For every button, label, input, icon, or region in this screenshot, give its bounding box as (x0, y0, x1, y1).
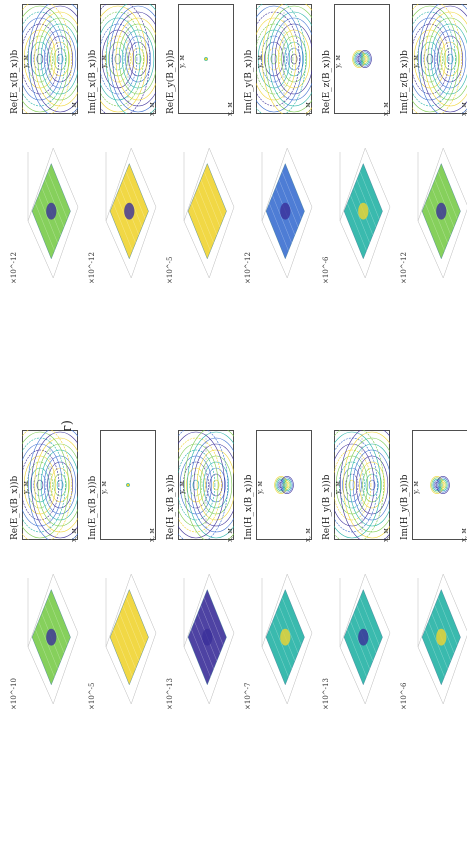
top-surface-1 (105, 147, 157, 279)
top-contour-2 (178, 4, 234, 114)
top-surface-2 (183, 147, 235, 279)
top-y-axis-label-3: y, м (256, 55, 264, 68)
top-contour-3 (256, 4, 312, 114)
top-contour-4 (334, 4, 390, 114)
contour-lines (100, 4, 156, 114)
top-y-axis-label-0: y, м (22, 55, 30, 68)
top-contour-title-5: Im(E_z(B_x))b (400, 50, 410, 114)
contour-lines (204, 57, 208, 61)
top-surface-scale-2: ×10^-5 (166, 256, 174, 284)
bottom-x-axis-label-3: x, м (304, 528, 312, 542)
bottom-x-axis-label-5: x, м (460, 528, 467, 542)
bottom-contour-1 (100, 430, 156, 540)
surface-mesh (421, 163, 461, 260)
surface-mesh (265, 589, 305, 686)
contour-lines (352, 50, 372, 68)
top-y-axis-label-2: y, м (178, 55, 186, 68)
bottom-y-axis-label-4: y, м (334, 481, 342, 494)
surface-mesh (31, 589, 71, 686)
top-x-axis-label-4: x, м (382, 102, 390, 116)
bottom-surface-scale-4: ×10^-13 (322, 678, 330, 710)
bottom-contour-4 (334, 430, 390, 540)
top-x-axis-label-3: x, м (304, 102, 312, 116)
bottom-surface-scale-1: ×10^-5 (88, 682, 96, 710)
bottom-contour-3 (256, 430, 312, 540)
bottom-contour-0 (22, 430, 78, 540)
top-surface-scale-1: ×10^-12 (88, 252, 96, 284)
surface-mesh (343, 589, 383, 686)
top-surface-scale-4: ×10^-6 (322, 256, 330, 284)
top-contour-title-2: Re(E_y(B_x))b (166, 49, 176, 114)
contour-lines (22, 430, 78, 540)
bottom-contour-5 (412, 430, 467, 540)
contour-lines (334, 430, 390, 540)
top-contour-title-4: Re(E_z(B_x))b (322, 50, 332, 114)
bottom-y-axis-label-0: y, м (22, 481, 30, 494)
bottom-contour-title-3: Im(H_x(B_x))b (244, 474, 254, 540)
contour-lines (430, 476, 450, 494)
top-x-axis-label-0: x, м (70, 102, 78, 116)
bottom-surface-4 (339, 573, 391, 705)
bottom-contour-2 (178, 430, 234, 540)
top-surface-3 (261, 147, 313, 279)
top-x-axis-label-5: x, м (460, 102, 467, 116)
top-x-axis-label-1: x, м (148, 102, 156, 116)
bottom-x-axis-label-4: x, м (382, 528, 390, 542)
top-y-axis-label-4: y, м (334, 55, 342, 68)
bottom-y-axis-label-5: y, м (412, 481, 420, 494)
bottom-contour-title-4: Re(H_y(B_x))b (322, 474, 332, 540)
contour-lines (412, 4, 467, 114)
top-contour-1 (100, 4, 156, 114)
top-surface-scale-5: ×10^-12 (400, 252, 408, 284)
surface-mesh (109, 163, 149, 260)
contour-lines (126, 483, 130, 487)
surface-mesh (187, 163, 227, 260)
bottom-surface-scale-3: ×10^-7 (244, 682, 252, 710)
bottom-surface-5 (417, 573, 467, 705)
top-contour-title-3: Im(E_y(B_x))b (244, 49, 254, 114)
bottom-x-axis-label-1: x, м (148, 528, 156, 542)
top-surface-scale-3: ×10^-12 (244, 252, 252, 284)
bottom-x-axis-label-0: x, м (70, 528, 78, 542)
bottom-surface-0 (27, 573, 79, 705)
surface-mesh (343, 163, 383, 260)
bottom-contour-title-5: Im(H_y(B_x))b (400, 474, 410, 540)
bottom-contour-title-0: Re(E_x(B_x))b (10, 475, 20, 540)
top-surface-0 (27, 147, 79, 279)
bottom-surface-scale-0: ×10^-10 (10, 678, 18, 710)
bottom-surface-scale-2: ×10^-13 (166, 678, 174, 710)
bottom-contour-title-1: Im(E_x(B_x))b (88, 475, 98, 540)
top-contour-title-0: Re(E_x(B_x))b (10, 49, 20, 114)
contour-lines (178, 430, 234, 540)
bottom-y-axis-label-2: y, м (178, 481, 186, 494)
top-surface-scale-0: ×10^-12 (10, 252, 18, 284)
top-contour-title-1: Im(E_x(B_x))b (88, 49, 98, 114)
surface-mesh (109, 589, 149, 686)
bottom-x-axis-label-2: x, м (226, 528, 234, 542)
top-y-axis-label-1: y, м (100, 55, 108, 68)
bottom-surface-1 (105, 573, 157, 705)
bottom-contour-title-2: Re(H_x(B_x))b (166, 474, 176, 540)
bottom-surface-scale-5: ×10^-6 (400, 682, 408, 710)
top-y-axis-label-5: y, м (412, 55, 420, 68)
top-contour-0 (22, 4, 78, 114)
top-contour-5 (412, 4, 467, 114)
contour-lines (274, 476, 294, 494)
contour-lines (22, 4, 78, 114)
surface-mesh (187, 589, 227, 686)
surface-mesh (31, 163, 71, 260)
contour-lines (256, 4, 312, 114)
bottom-y-axis-label-3: y, м (256, 481, 264, 494)
bottom-y-axis-label-1: y, м (100, 481, 108, 494)
top-x-axis-label-2: x, м (226, 102, 234, 116)
surface-mesh (421, 589, 461, 686)
top-surface-4 (339, 147, 391, 279)
surface-mesh (265, 163, 305, 260)
top-surface-5 (417, 147, 467, 279)
bottom-surface-2 (183, 573, 235, 705)
bottom-surface-3 (261, 573, 313, 705)
